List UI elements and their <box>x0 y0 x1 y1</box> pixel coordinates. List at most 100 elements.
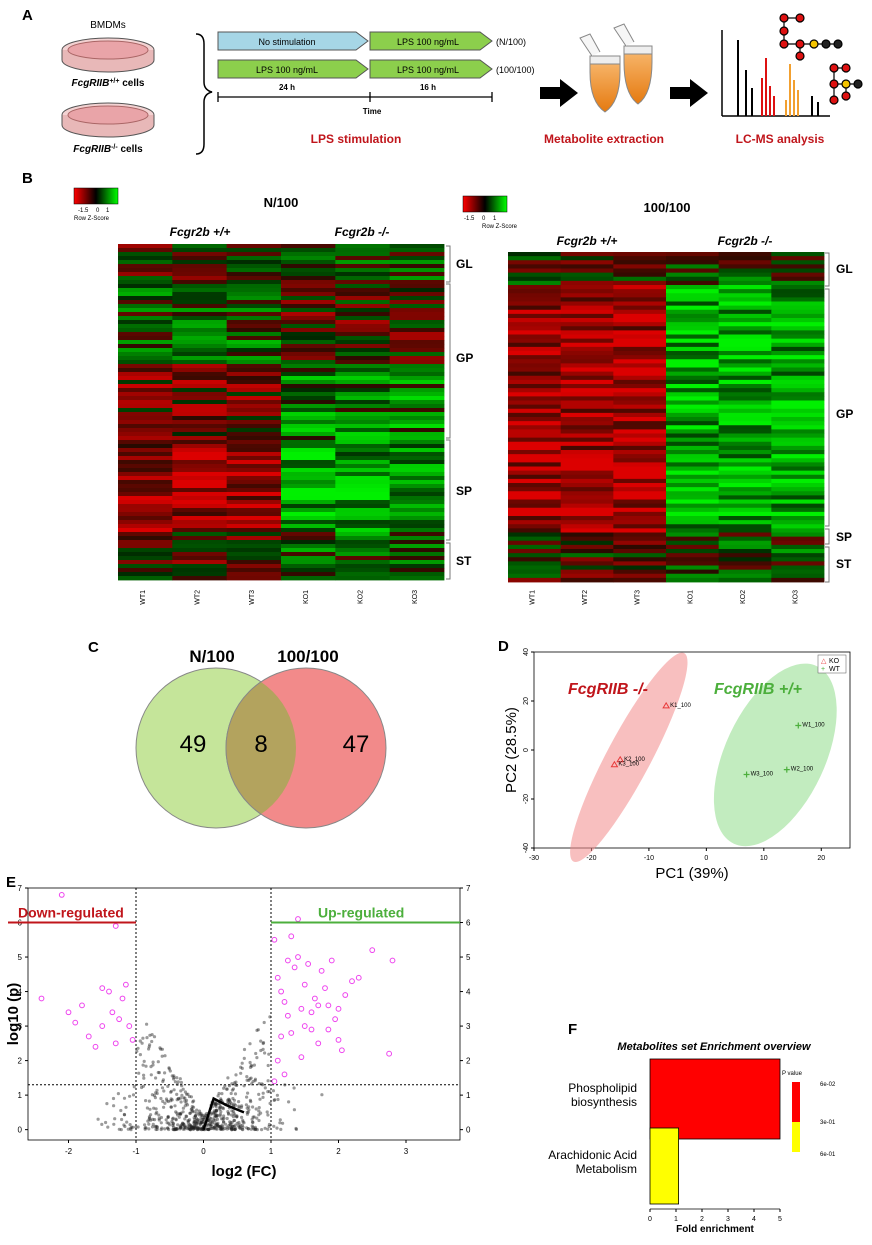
volcano-point <box>230 1113 234 1117</box>
heatmap-cell <box>281 292 336 297</box>
volcano-point <box>251 1125 255 1129</box>
heatmap-cell <box>172 520 228 525</box>
heatmap-cell <box>281 436 336 441</box>
volcano-point <box>240 1066 244 1070</box>
heatmap-cell <box>613 516 667 521</box>
volcano-point <box>245 1126 249 1130</box>
volcano-point-significant <box>271 1078 278 1085</box>
heatmap-cell <box>666 507 720 513</box>
heatmap-cell <box>118 512 173 517</box>
heatmap-cell <box>335 312 391 317</box>
volcano-y-tick-label-right: 1 <box>466 1091 471 1100</box>
volcano-point <box>116 1092 120 1096</box>
heatmap-cell <box>508 256 562 261</box>
heatmap-cell <box>118 496 173 501</box>
heatmap-cell <box>613 289 667 294</box>
heatmap-cell <box>613 458 667 463</box>
volcano-point-significant <box>315 1002 322 1009</box>
pca-point-label: K1_100 <box>670 703 691 709</box>
flow-arrow-2-icon <box>670 79 708 107</box>
heatmap-column-label: WT3 <box>249 590 256 605</box>
heatmap-left <box>118 244 445 581</box>
heatmap-cell <box>771 396 825 401</box>
volcano-point <box>255 1116 259 1120</box>
heatmap-cell <box>118 352 173 357</box>
heatmap-cell <box>718 408 772 414</box>
heatmap-cell <box>560 433 614 439</box>
volcano-point <box>255 1128 259 1132</box>
heatmap-cell <box>335 496 391 501</box>
heatmap-cell <box>508 549 562 554</box>
heatmap-cell <box>771 359 825 364</box>
heatmap-cell <box>281 384 336 389</box>
volcano-point <box>219 1127 223 1131</box>
volcano-point <box>246 1110 250 1114</box>
heatmap-cell <box>118 568 173 573</box>
heatmap-cell <box>389 412 445 417</box>
volcano-point <box>170 1120 174 1124</box>
venn-label-right: 100/100 <box>277 647 338 666</box>
volcano-point <box>208 1122 212 1126</box>
key-left-mid: 0 <box>96 208 100 214</box>
volcano-point <box>227 1098 231 1102</box>
heatmap-cell <box>118 320 173 325</box>
heatmap-column-label: KO2 <box>740 590 747 604</box>
heatmap-right <box>508 252 825 583</box>
heatmap-cell <box>335 256 391 261</box>
volcano-point <box>195 1108 199 1112</box>
heatmap-cell <box>613 326 667 331</box>
lps-arrow-1 <box>369 31 493 51</box>
heatmap-cell <box>613 437 667 443</box>
volcano-point-significant <box>328 957 335 964</box>
heatmap-cell <box>771 478 825 484</box>
volcano-point <box>175 1111 179 1115</box>
volcano-point <box>157 1116 161 1121</box>
heatmap-cell <box>389 576 445 581</box>
heatmap-cell <box>508 437 562 443</box>
volcano-point <box>226 1111 231 1115</box>
key-left-caption: Row Z-Score <box>74 216 110 222</box>
heatmap-cell <box>389 444 445 449</box>
heatmap-cell <box>226 388 282 393</box>
volcano-point <box>191 1127 195 1131</box>
volcano-point <box>259 1039 263 1043</box>
volcano-point <box>230 1102 234 1106</box>
heatmap-cell <box>172 448 228 453</box>
volcano-point <box>120 1117 124 1122</box>
heatmap-cell <box>172 572 228 577</box>
heatmap-cell <box>335 368 391 373</box>
heatmap-cell <box>335 320 391 325</box>
heatmap-cell <box>226 556 282 561</box>
heatmap-cell <box>172 536 228 541</box>
volcano-point <box>192 1116 196 1120</box>
volcano-point <box>185 1103 190 1107</box>
heatmap-cell <box>389 348 445 353</box>
volcano-point <box>185 1127 190 1131</box>
volcano-point <box>154 1112 158 1116</box>
volcano-point <box>231 1127 235 1131</box>
heatmap-cell <box>389 460 445 465</box>
heatmap-cell <box>172 456 228 461</box>
volcano-point-significant <box>322 985 328 992</box>
heatmap-cell <box>613 544 667 550</box>
volcano-point <box>105 1102 109 1106</box>
heatmap-cell <box>718 260 772 265</box>
heatmap-cell <box>118 316 173 321</box>
heatmap-cell <box>281 324 336 329</box>
heatmap-cell <box>389 328 445 333</box>
heatmap-cell <box>508 342 562 348</box>
heatmap-cell <box>335 476 391 481</box>
volcano-point <box>177 1115 181 1119</box>
volcano-point <box>220 1127 224 1131</box>
volcano-point <box>145 1106 149 1110</box>
heatmap-cell <box>560 437 614 443</box>
volcano-point <box>251 1105 255 1109</box>
heatmap-cell <box>335 288 391 293</box>
heatmap-cell <box>508 305 562 311</box>
heatmap-cell <box>118 444 173 449</box>
heatmap-cell <box>508 351 562 356</box>
volcano-point-significant <box>99 1023 106 1029</box>
volcano-point <box>262 1020 266 1025</box>
heatmap-cell <box>281 476 336 481</box>
heatmap-left-group-bracket <box>446 245 451 580</box>
